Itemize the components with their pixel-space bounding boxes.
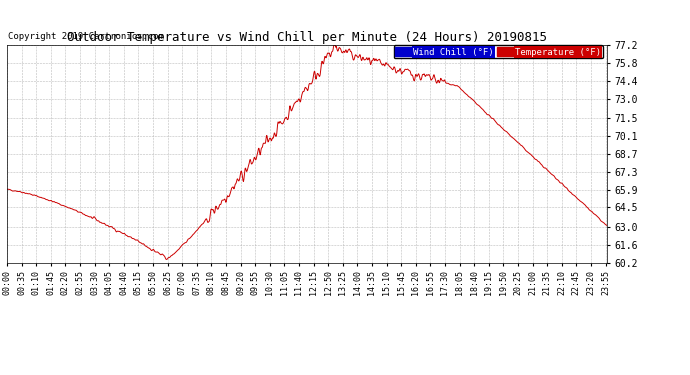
Text: Copyright 2019 Cartronics.com: Copyright 2019 Cartronics.com xyxy=(8,32,164,40)
Title: Outdoor Temperature vs Wind Chill per Minute (24 Hours) 20190815: Outdoor Temperature vs Wind Chill per Mi… xyxy=(67,31,547,44)
Legend: Wind Chill (°F), Temperature (°F): Wind Chill (°F), Temperature (°F) xyxy=(393,45,602,58)
